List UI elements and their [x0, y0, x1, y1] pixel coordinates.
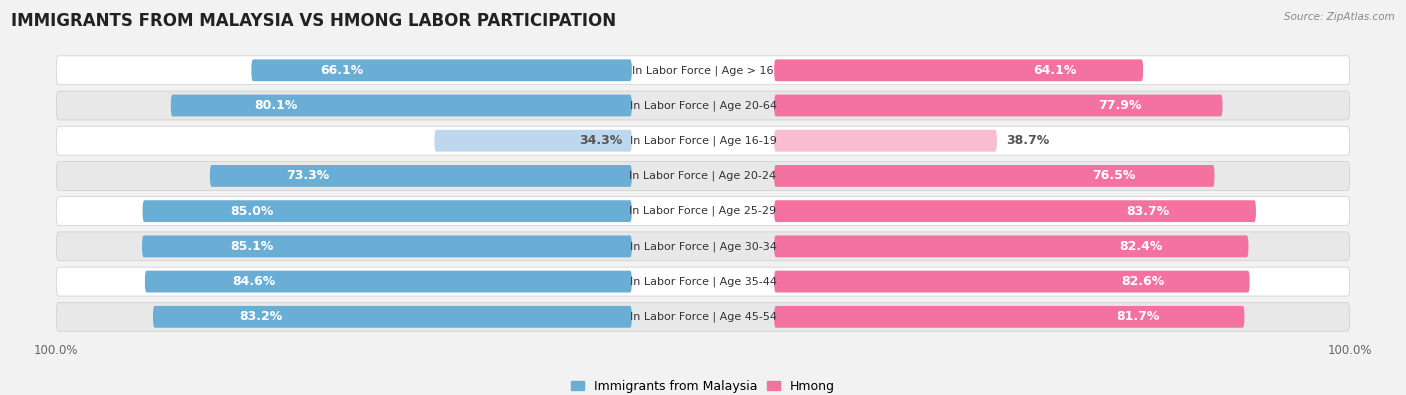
Text: In Labor Force | Age 20-64: In Labor Force | Age 20-64: [630, 100, 776, 111]
Text: 83.2%: 83.2%: [239, 310, 283, 324]
Text: 66.1%: 66.1%: [319, 64, 363, 77]
Text: In Labor Force | Age 20-24: In Labor Force | Age 20-24: [630, 171, 776, 181]
FancyBboxPatch shape: [56, 302, 1350, 331]
Text: In Labor Force | Age 16-19: In Labor Force | Age 16-19: [630, 135, 776, 146]
Text: In Labor Force | Age 30-34: In Labor Force | Age 30-34: [630, 241, 776, 252]
Legend: Immigrants from Malaysia, Hmong: Immigrants from Malaysia, Hmong: [567, 375, 839, 395]
FancyBboxPatch shape: [56, 197, 1350, 226]
Text: 83.7%: 83.7%: [1126, 205, 1170, 218]
FancyBboxPatch shape: [252, 59, 631, 81]
FancyBboxPatch shape: [145, 271, 631, 293]
Text: 85.1%: 85.1%: [231, 240, 274, 253]
FancyBboxPatch shape: [775, 165, 1215, 187]
FancyBboxPatch shape: [153, 306, 631, 328]
Text: 76.5%: 76.5%: [1092, 169, 1135, 182]
Text: In Labor Force | Age > 16: In Labor Force | Age > 16: [633, 65, 773, 75]
FancyBboxPatch shape: [142, 235, 631, 257]
FancyBboxPatch shape: [209, 165, 631, 187]
FancyBboxPatch shape: [56, 56, 1350, 85]
Text: In Labor Force | Age 45-54: In Labor Force | Age 45-54: [630, 312, 776, 322]
Text: 81.7%: 81.7%: [1116, 310, 1160, 324]
Text: 82.4%: 82.4%: [1119, 240, 1163, 253]
FancyBboxPatch shape: [170, 94, 631, 117]
Text: 34.3%: 34.3%: [579, 134, 621, 147]
Text: 80.1%: 80.1%: [253, 99, 297, 112]
Text: 38.7%: 38.7%: [1007, 134, 1050, 147]
FancyBboxPatch shape: [775, 271, 1250, 293]
FancyBboxPatch shape: [775, 235, 1249, 257]
FancyBboxPatch shape: [775, 59, 1143, 81]
FancyBboxPatch shape: [142, 200, 631, 222]
Text: 77.9%: 77.9%: [1098, 99, 1142, 112]
Text: Source: ZipAtlas.com: Source: ZipAtlas.com: [1284, 12, 1395, 22]
Text: 82.6%: 82.6%: [1121, 275, 1164, 288]
FancyBboxPatch shape: [775, 306, 1244, 328]
Text: 85.0%: 85.0%: [231, 205, 274, 218]
FancyBboxPatch shape: [775, 130, 997, 152]
Text: IMMIGRANTS FROM MALAYSIA VS HMONG LABOR PARTICIPATION: IMMIGRANTS FROM MALAYSIA VS HMONG LABOR …: [11, 12, 616, 30]
Text: In Labor Force | Age 25-29: In Labor Force | Age 25-29: [630, 206, 776, 216]
FancyBboxPatch shape: [56, 162, 1350, 190]
Text: 84.6%: 84.6%: [232, 275, 276, 288]
FancyBboxPatch shape: [56, 91, 1350, 120]
Text: In Labor Force | Age 35-44: In Labor Force | Age 35-44: [630, 276, 776, 287]
Text: 73.3%: 73.3%: [285, 169, 329, 182]
FancyBboxPatch shape: [56, 126, 1350, 155]
FancyBboxPatch shape: [56, 232, 1350, 261]
Text: 64.1%: 64.1%: [1033, 64, 1077, 77]
FancyBboxPatch shape: [775, 94, 1223, 117]
FancyBboxPatch shape: [434, 130, 631, 152]
FancyBboxPatch shape: [775, 200, 1256, 222]
FancyBboxPatch shape: [56, 267, 1350, 296]
